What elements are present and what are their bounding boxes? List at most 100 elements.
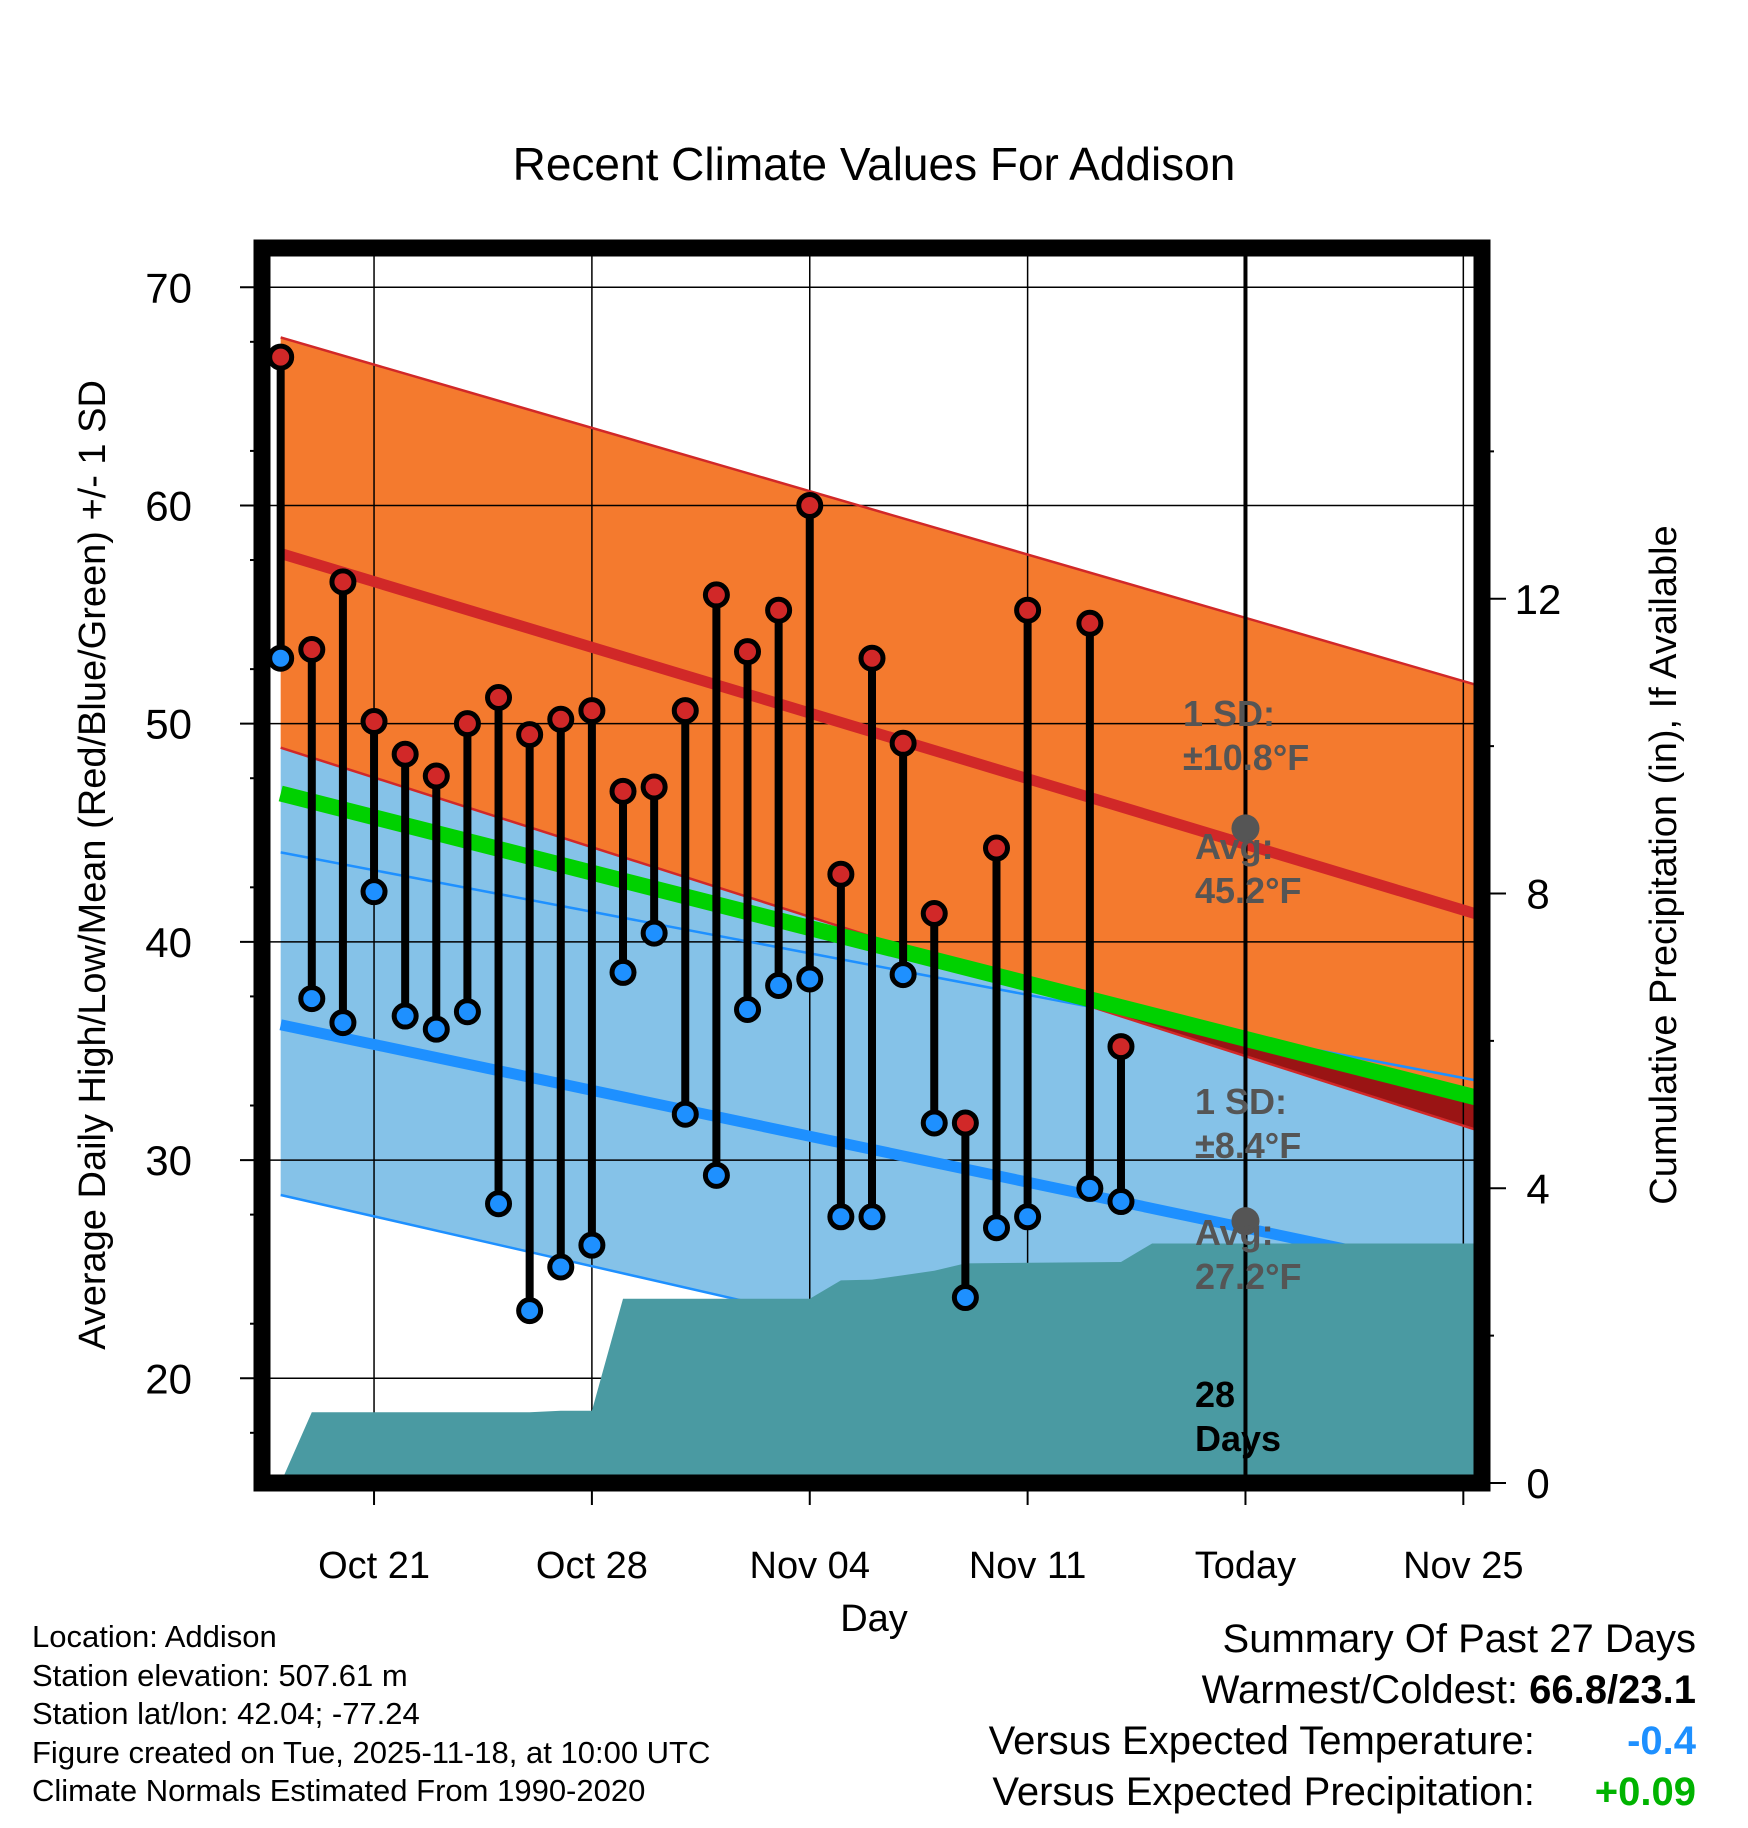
obs-high-point [360, 707, 388, 735]
obs-high-point [640, 773, 668, 801]
y2-axis-label: Cumulative Precipitation (in), If Availa… [1643, 525, 1685, 1204]
mean-average-line [278, 785, 1482, 1107]
normals-text: Climate Normals Estimated From 1990-2020 [32, 1773, 646, 1808]
obs-low-point [640, 919, 668, 947]
obs-low-point [422, 1015, 450, 1043]
obs-low-point [734, 996, 762, 1024]
high-avg-annotation: Avg: 45.2°F [1195, 826, 1301, 911]
x-tick-label: Oct 21 [318, 1545, 430, 1587]
obs-high-point [485, 683, 513, 711]
obs-low-point [391, 1002, 419, 1030]
precip-label: Versus Expected Precipitation: [992, 1770, 1535, 1814]
high-sd-annotation: 1 SD: ±10.8°F [1183, 693, 1309, 778]
plot-frame [253, 239, 1491, 1492]
chart-title: Recent Climate Values For Addison [513, 138, 1236, 190]
high-average-line [279, 548, 1482, 921]
obs-high-point [329, 568, 357, 596]
location-text: Location: Addison [32, 1619, 277, 1654]
obs-low-point [1107, 1188, 1135, 1216]
obs-low-point [796, 965, 824, 993]
obs-low-point [1014, 1203, 1042, 1231]
low-average-line [279, 1019, 1482, 1284]
warmest-value: 66.8/23.1 [1529, 1668, 1696, 1712]
summary-warmest-row: Warmest/Coldest: 66.8/23.1 [989, 1665, 1696, 1716]
obs-high-point [453, 710, 481, 738]
obs-high-point [1076, 609, 1104, 637]
summary-temp-row: Versus Expected Temperature: -0.4 [989, 1716, 1696, 1767]
y-tick-label: 50 [145, 701, 192, 748]
obs-high-point [827, 860, 855, 888]
obs-high-point [982, 834, 1010, 862]
obs-high-point [578, 697, 606, 725]
days-annotation: 28 Days [1195, 1374, 1281, 1459]
low-avg-annotation: Avg: 27.2°F [1195, 1212, 1301, 1297]
y-tick-label: 20 [145, 1355, 192, 1402]
low-sd-annotation: 1 SD: ±8.4°F [1195, 1081, 1301, 1166]
obs-high-point [702, 581, 730, 609]
obs-high-point [609, 777, 637, 805]
obs-low-point [702, 1161, 730, 1189]
summary-panel: Summary Of Past 27 Days Warmest/Coldest:… [989, 1614, 1696, 1818]
obs-low-point [298, 985, 326, 1013]
obs-high-point [734, 638, 762, 666]
obs-low-point [1076, 1174, 1104, 1202]
x-tick-label: Nov 04 [750, 1545, 870, 1587]
precip-area [262, 1243, 1482, 1483]
obs-high-point [516, 721, 544, 749]
obs-low-point [329, 1009, 357, 1037]
obs-high-point [889, 729, 917, 757]
y-tick-label: 30 [145, 1137, 192, 1184]
created-text: Figure created on Tue, 2025-11-18, at 10… [32, 1734, 711, 1770]
high-sd-upper-line [280, 336, 1482, 688]
y-tick-label: 40 [145, 919, 192, 966]
obs-high-point [422, 762, 450, 790]
obs-low-point [453, 998, 481, 1026]
obs-low-point [982, 1214, 1010, 1242]
obs-high-point [267, 343, 295, 371]
obs-high-point [796, 491, 824, 519]
obs-high-point [671, 697, 699, 725]
precip-value: +0.09 [1594, 1770, 1696, 1814]
obs-high-point [951, 1109, 979, 1137]
obs-low-point [267, 644, 295, 672]
x-tick-label: Today [1195, 1545, 1296, 1587]
today-high-avg-marker [1231, 814, 1260, 843]
x-tick-label: Oct 28 [536, 1545, 648, 1587]
obs-low-point [827, 1203, 855, 1231]
elevation-text: Station elevation: 507.61 m [32, 1657, 408, 1693]
y2-tick-label: 8 [1526, 871, 1549, 918]
temp-label: Versus Expected Temperature: [988, 1719, 1535, 1763]
summary-heading: Summary Of Past 27 Days [1222, 1617, 1696, 1661]
obs-high-point [1014, 596, 1042, 624]
y-axis-label: Average Daily High/Low/Mean (Red/Blue/Gr… [72, 380, 114, 1350]
obs-low-point [951, 1284, 979, 1312]
obs-low-point [485, 1190, 513, 1218]
today-low-avg-marker [1231, 1207, 1260, 1236]
obs-low-point [578, 1231, 606, 1259]
obs-low-point [889, 961, 917, 989]
obs-high-point [1107, 1033, 1135, 1061]
x-axis-label: Day [840, 1598, 908, 1640]
obs-high-point [298, 635, 326, 663]
summary-precip-row: Versus Expected Precipitation: +0.09 [989, 1767, 1696, 1818]
obs-low-point [609, 958, 637, 986]
station-metadata: Location: Addison Station elevation: 507… [32, 1618, 710, 1811]
y2-tick-label: 12 [1515, 576, 1562, 623]
obs-low-point [360, 878, 388, 906]
obs-low-point [671, 1100, 699, 1128]
obs-high-point [920, 900, 948, 928]
x-tick-label: Nov 11 [969, 1545, 1087, 1587]
latlon-text: Station lat/lon: 42.04; -77.24 [32, 1696, 420, 1731]
obs-high-point [547, 705, 575, 733]
y-tick-label: 60 [145, 482, 192, 529]
warmest-label: Warmest/Coldest: [1201, 1668, 1519, 1712]
obs-high-point [858, 644, 886, 672]
x-tick-label: Nov 25 [1403, 1545, 1523, 1587]
obs-low-point [516, 1297, 544, 1325]
y2-tick-label: 0 [1526, 1460, 1549, 1507]
obs-high-point [765, 596, 793, 624]
temp-value: -0.4 [1627, 1719, 1696, 1763]
obs-high-point [391, 740, 419, 768]
obs-low-point [547, 1253, 575, 1281]
